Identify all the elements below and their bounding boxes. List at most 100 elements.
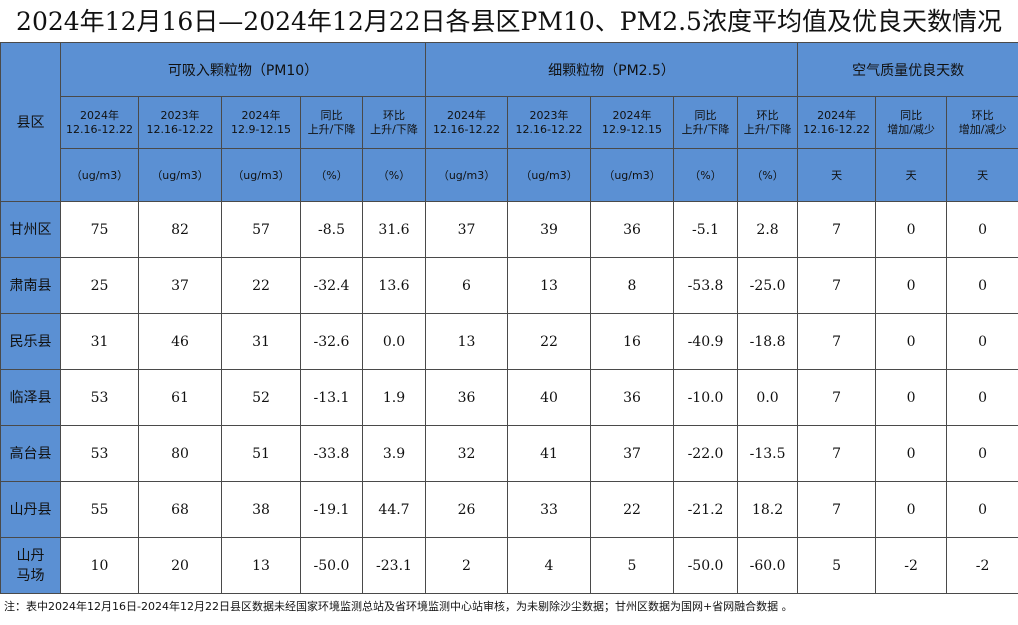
value-cell: 41 — [507, 425, 592, 482]
county-name-line: 马场 — [16, 567, 45, 584]
subheader-cell: 环比 增加/减少 — [946, 96, 1018, 149]
value-cell: 37 — [138, 257, 222, 314]
group-header: 空气质量优良天数 — [797, 42, 1018, 97]
value-cell: 7 — [797, 425, 877, 482]
data-row: 肃南县 25 37 22 -32.4 13.6 6 13 8 -53.8 -25.0 7 0 0 — [0, 257, 1018, 314]
value-cell: -5.1 — [673, 201, 739, 258]
county-name-line: 高台县 — [9, 445, 52, 462]
data-row: 民乐县 31 46 31 -32.6 0.0 13 22 16 -40.9 -18.8 7 0 0 — [0, 313, 1018, 370]
subheader-line: 上升/下降 — [743, 122, 792, 136]
subheader-row: 2024年 12.16-12.22 2023年 12.16-12.22 2024年 12.… — [1, 96, 1018, 149]
value-cell: 40 — [507, 369, 592, 426]
data-row: 高台县 53 80 51 -33.8 3.9 32 41 37 -22.0 -13.5 7 0 0 — [0, 425, 1018, 482]
subheader-cell: 2024年 12.16-12.22 — [425, 96, 509, 149]
value-cell: 46 — [138, 313, 222, 370]
value-cell: 0 — [946, 425, 1018, 482]
value-cell: -2 — [875, 537, 948, 594]
value-cell: 8 — [590, 257, 675, 314]
data-row: 山丹县 55 68 38 -19.1 44.7 26 33 22 -21.2 18.2 7 0 0 — [0, 481, 1018, 538]
county-name-line: 临泽县 — [9, 389, 52, 406]
subheader-line: 增加/减少 — [887, 122, 935, 136]
value-cell: 51 — [221, 425, 301, 482]
value-cell: 0 — [875, 257, 948, 314]
table-body: 县区 可吸入颗粒物（PM10） 细颗粒物（PM2.5） 空气质量优良天数 2024年 12… — [0, 42, 1018, 594]
value-cell: 22 — [590, 481, 675, 538]
value-cell: 26 — [425, 481, 509, 538]
value-cell: 0 — [875, 425, 948, 482]
subheader-line: 2024年 — [447, 108, 487, 122]
value-cell: 5 — [797, 537, 877, 594]
value-cell: -13.5 — [737, 425, 799, 482]
value-cell: -40.9 — [673, 313, 739, 370]
subheader-cell: 同比 上升/下降 — [673, 96, 739, 149]
unit-cell: （ug/m3） — [507, 148, 592, 202]
value-cell: -53.8 — [673, 257, 739, 314]
subheader-cell: 2024年 12.9-12.15 — [221, 96, 301, 149]
value-cell: 18.2 — [737, 481, 799, 538]
value-cell: 37 — [590, 425, 675, 482]
value-cell: 31 — [221, 313, 301, 370]
subheader-cell: 2024年 12.16-12.22 — [60, 96, 139, 149]
unit-cell: 天 — [946, 148, 1018, 202]
subheader-line: 12.16-12.22 — [803, 122, 871, 136]
county-name-line: 肃南县 — [9, 277, 52, 294]
value-cell: 13 — [507, 257, 592, 314]
data-row: 山丹 马场 10 20 13 -50.0 -23.1 2 4 5 -50.0 -60.0 5 -2 -2 — [0, 537, 1018, 594]
value-cell: 1.9 — [361, 369, 427, 426]
value-cell: 55 — [60, 481, 139, 538]
subheader-line: 上升/下降 — [370, 122, 418, 136]
value-cell: 7 — [797, 481, 877, 538]
value-cell: 13 — [425, 313, 509, 370]
value-cell: 0 — [875, 313, 948, 370]
value-cell: 13.6 — [361, 257, 427, 314]
subheader-cell: 2023年 12.16-12.22 — [507, 96, 592, 149]
county-name: 临泽县 — [0, 369, 61, 426]
county-name: 甘州区 — [0, 201, 61, 258]
value-cell: 31.6 — [361, 201, 427, 258]
value-cell: 61 — [138, 369, 222, 426]
subheader-line: 环比 — [756, 108, 779, 122]
value-cell: -33.8 — [300, 425, 363, 482]
value-cell: 82 — [138, 201, 222, 258]
page-title: 2024年12月16日—2024年12月22日各县区PM10、PM2.5浓度平均… — [16, 7, 1002, 36]
subheader-line: 增加/减少 — [958, 122, 1007, 136]
data-row: 甘州区 75 82 57 -8.5 31.6 37 39 36 -5.1 2.8 7 0 0 — [0, 201, 1018, 258]
unit-cell: 天 — [875, 148, 948, 202]
value-cell: 80 — [138, 425, 222, 482]
subheader-cell: 2023年 12.16-12.22 — [138, 96, 222, 149]
data-row: 临泽县 53 61 52 -13.1 1.9 36 40 36 -10.0 0.0 7 0 0 — [0, 369, 1018, 426]
group-header: 可吸入颗粒物（PM10） — [59, 42, 427, 97]
subheader-line: 同比 — [900, 108, 923, 122]
subheader-cell: 同比 上升/下降 — [300, 96, 363, 149]
county-name: 民乐县 — [0, 313, 61, 370]
value-cell: 53 — [60, 425, 139, 482]
value-cell: 0.0 — [361, 313, 427, 370]
value-cell: 22 — [221, 257, 301, 314]
county-name-line: 甘州区 — [9, 221, 52, 238]
value-cell: 16 — [590, 313, 675, 370]
value-cell: 6 — [425, 257, 509, 314]
subheader-line: 12.16-12.22 — [146, 122, 214, 136]
county-name: 山丹县 — [0, 481, 61, 538]
value-cell: -19.1 — [300, 481, 363, 538]
county-name: 山丹 马场 — [0, 537, 61, 594]
value-cell: 7 — [797, 257, 877, 314]
subheader-line: 2024年 — [241, 108, 281, 122]
unit-cell: （%） — [361, 148, 427, 202]
corner-cell: 县区 — [0, 42, 61, 202]
value-cell: 36 — [425, 369, 509, 426]
subheader-line: 2024年 — [612, 108, 652, 122]
value-cell: -10.0 — [673, 369, 739, 426]
subheader-line: 12.16-12.22 — [433, 122, 500, 136]
unit-cell: （ug/m3） — [60, 148, 139, 202]
county-name-line: 山丹 — [16, 547, 45, 564]
value-cell: 7 — [797, 313, 877, 370]
value-cell: 32 — [425, 425, 509, 482]
value-cell: 36 — [590, 369, 675, 426]
value-cell: 5 — [590, 537, 675, 594]
subheader-line: 同比 — [694, 108, 717, 122]
value-cell: 0 — [875, 201, 948, 258]
value-cell: -18.8 — [737, 313, 799, 370]
value-cell: 4 — [507, 537, 592, 594]
